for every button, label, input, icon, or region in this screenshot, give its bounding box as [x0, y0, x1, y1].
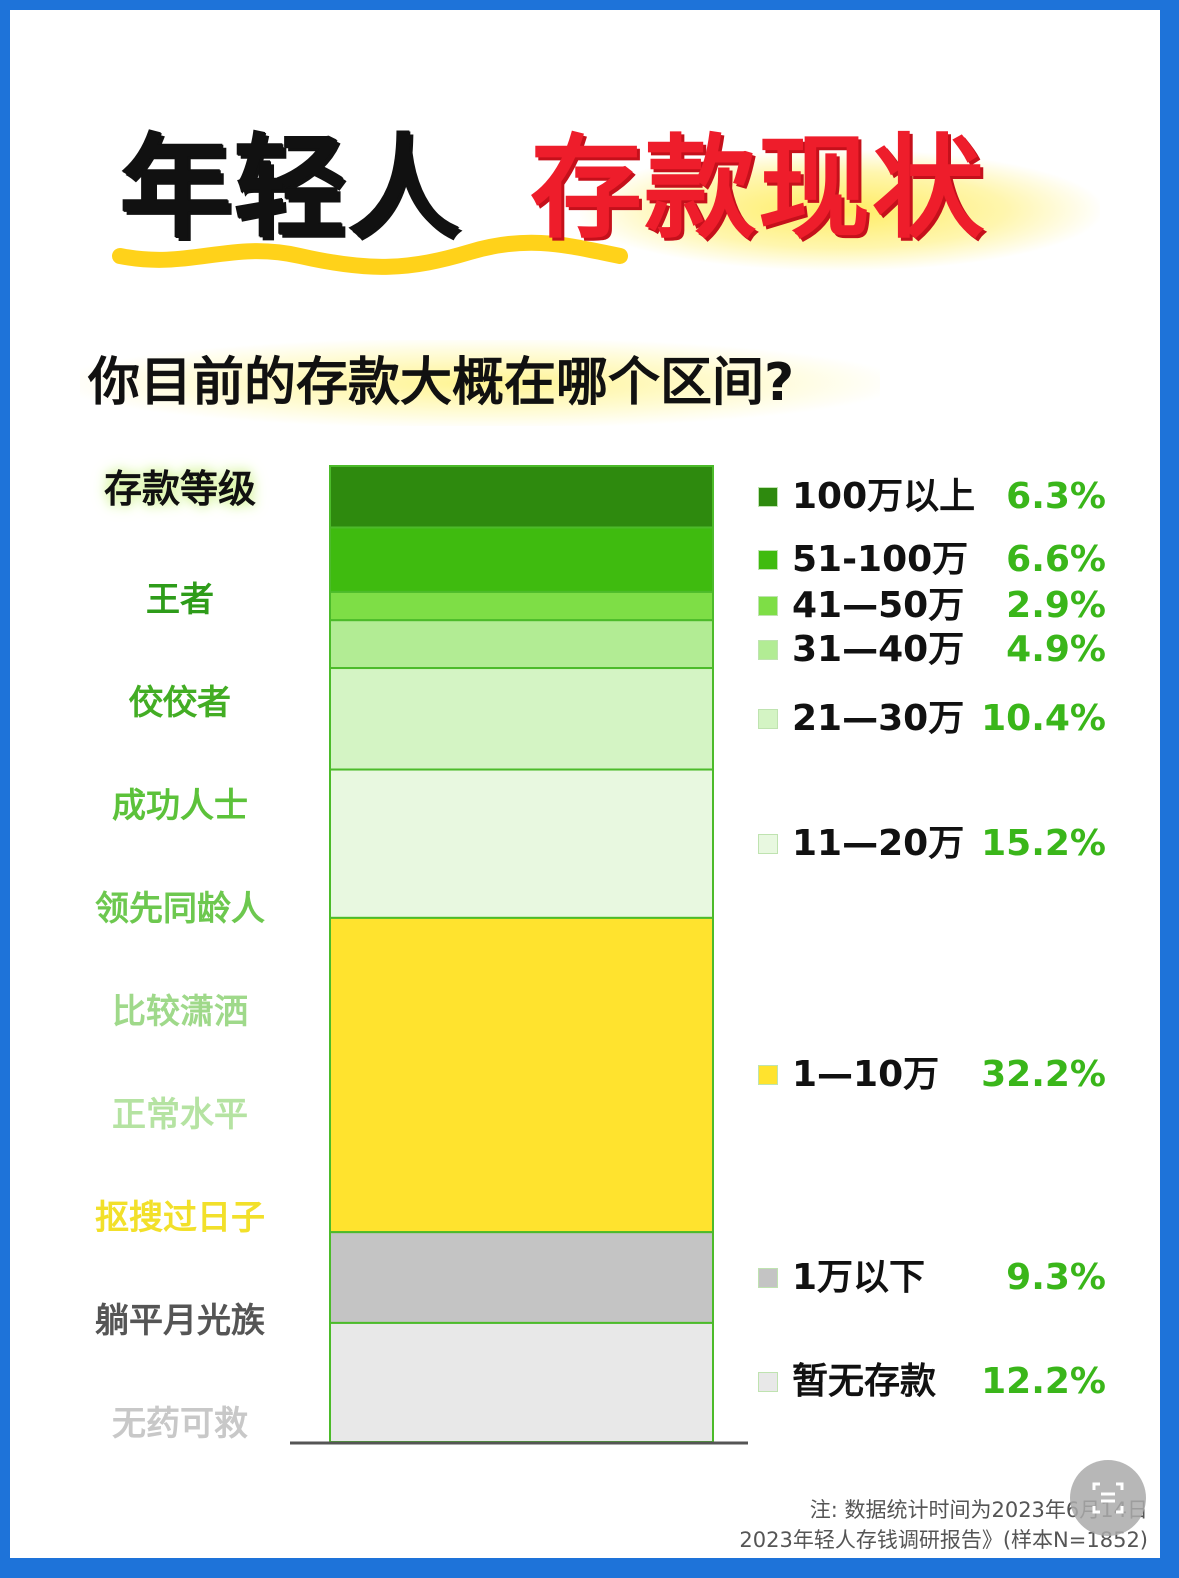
- bar-segment: [329, 526, 714, 593]
- level-label: 王者: [146, 580, 214, 620]
- legend-item: 51-100万 6.6%: [758, 538, 1118, 582]
- legend-label: 11—20万: [792, 822, 965, 864]
- legend-label: 1—10万: [792, 1054, 940, 1096]
- level-label: 正常水平: [112, 1095, 248, 1135]
- level-label: 无药可救: [112, 1404, 248, 1444]
- legend-label: 100万以上: [792, 475, 976, 517]
- legend-item: 1—10万 32.2%: [758, 1053, 1118, 1097]
- chart-question: 你目前的存款大概在哪个区间?: [88, 353, 795, 413]
- legend-percent: 9.3%: [1006, 1256, 1106, 1298]
- level-label: 躺平月光族: [95, 1301, 265, 1341]
- legend-percent: 4.9%: [1006, 629, 1106, 671]
- footnote-line-2: 2023年轻人存钱调研报告》(样本N=1852): [739, 1528, 1148, 1552]
- bar-segment: [329, 1321, 714, 1443]
- legend-swatch: [758, 1065, 778, 1086]
- legend-percent: 6.6%: [1006, 538, 1106, 580]
- legend-label: 51-100万: [792, 538, 969, 580]
- poster-card: 年轻人 存款现状 你目前的存款大概在哪个区间? 存款等级 王者佼佼者成功人士领先…: [10, 10, 1160, 1558]
- legend-swatch: [758, 833, 778, 854]
- legend-swatch: [758, 640, 778, 661]
- legend-item: 11—20万 15.2%: [758, 822, 1118, 866]
- level-label: 佼佼者: [129, 683, 231, 723]
- legend-swatch: [758, 1372, 778, 1393]
- title-underline-swoosh: [112, 234, 628, 275]
- scan-text-icon: [1092, 1482, 1124, 1514]
- legend-item: 21—30万 10.4%: [758, 697, 1118, 741]
- legend-swatch: [758, 596, 778, 617]
- bar-segment: [329, 768, 714, 919]
- legend-label: 21—30万: [792, 697, 965, 739]
- scan-text-button[interactable]: [1070, 1460, 1146, 1536]
- legend-item: 1万以下 9.3%: [758, 1256, 1118, 1300]
- legend-swatch: [758, 486, 778, 507]
- legend-percent: 32.2%: [981, 1054, 1106, 1096]
- bar-segment: [329, 590, 714, 622]
- legend-percent: 2.9%: [1006, 585, 1106, 627]
- title-part-2: 存款现状: [530, 124, 986, 254]
- legend-item: 100万以上 6.3%: [758, 475, 1118, 519]
- title-part-1: 年轻人: [120, 124, 462, 254]
- legend-swatch: [758, 708, 778, 729]
- legend-swatch: [758, 1267, 778, 1288]
- title-block: 年轻人 存款现状: [110, 98, 1100, 288]
- level-label: 比较潇洒: [112, 992, 248, 1032]
- level-label: 成功人士: [112, 786, 248, 826]
- legend-item: 41—50万 2.9%: [758, 584, 1118, 628]
- level-column-header: 存款等级: [103, 467, 256, 511]
- legend-percent: 15.2%: [981, 822, 1106, 864]
- title-highlight: [580, 150, 1100, 270]
- legend-label: 1万以下: [792, 1256, 926, 1298]
- legend-percent: 10.4%: [981, 697, 1106, 739]
- bar-segment: [329, 916, 714, 1234]
- bar-segment: [329, 619, 714, 670]
- legend-percent: 12.2%: [981, 1361, 1106, 1403]
- legend-percent: 6.3%: [1006, 475, 1106, 517]
- legend-item: 暂无存款 12.2%: [758, 1360, 1118, 1404]
- bar-segment: [329, 465, 714, 529]
- stacked-bar-chart: [290, 465, 748, 1445]
- level-label: 领先同龄人: [95, 889, 265, 929]
- question-highlight: [80, 340, 880, 426]
- bar-segment: [329, 667, 714, 771]
- legend-label: 暂无存款: [792, 1361, 937, 1403]
- legend-label: 41—50万: [792, 585, 965, 627]
- legend-item: 31—40万 4.9%: [758, 628, 1118, 672]
- level-label: 抠搜过日子: [95, 1198, 265, 1238]
- legend-label: 31—40万: [792, 629, 965, 671]
- bar-segment: [329, 1231, 714, 1324]
- legend-swatch: [758, 549, 778, 570]
